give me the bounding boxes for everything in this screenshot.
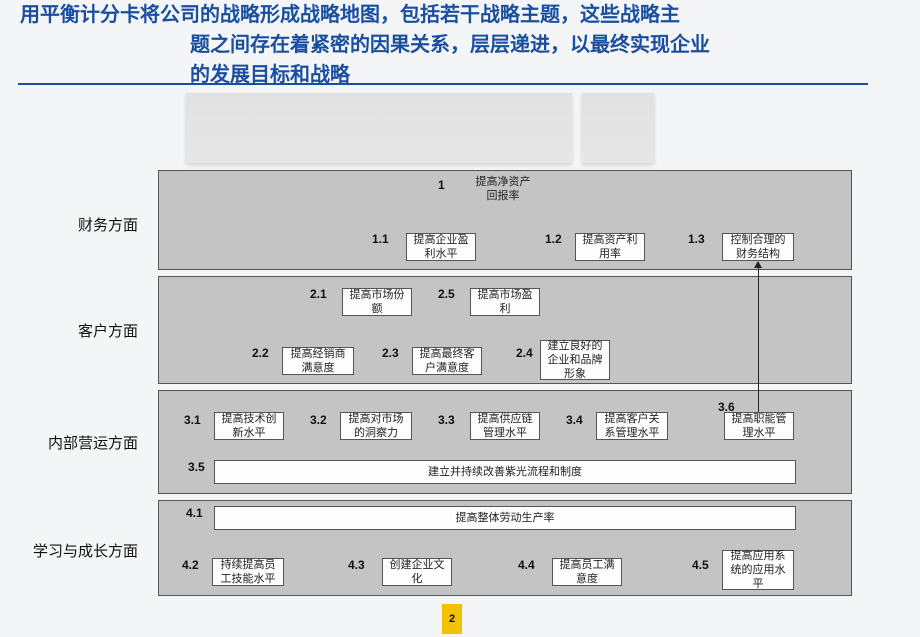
strategy-node: 持续提高员工技能水平 [212,558,284,586]
node-number: 2.3 [382,346,399,360]
strategy-node: 提高应用系统的应用水平 [722,550,794,590]
perspective-label: 内部营运方面 [8,432,138,453]
node-number: 4.5 [692,558,709,572]
strategy-node: 提高资产利用率 [575,233,645,261]
node-number: 3.5 [188,460,205,474]
node-number: 3.3 [438,413,455,427]
strategy-node: 提高市场份额 [342,288,412,316]
strategy-node: 提高整体劳动生产率 [214,506,796,530]
node-number: 3.1 [184,413,201,427]
node-number: 2.1 [310,287,327,301]
strategy-node: 提高客户关系管理水平 [596,412,668,440]
node-number: 3.4 [566,413,583,427]
title-line3: 的发展目标和战略 [20,60,850,90]
node-number: 2.2 [252,346,269,360]
page-number: 2 [442,604,462,634]
node-number: 2.5 [438,287,455,301]
strategy-node: 建立并持续改善紫光流程和制度 [214,460,796,484]
strategy-node: 提高对市场的洞察力 [340,412,412,440]
node-number: 1.2 [545,232,562,246]
node-number: 1.3 [688,232,705,246]
title-line2: 题之间存在着紧密的因果关系，层层递进，以最终实现企业 [20,30,850,60]
node-number: 4.2 [182,558,199,572]
strategy-node: 提高净资产回报率 [470,175,536,203]
strategy-node: 提高员工满意度 [552,558,622,586]
strategy-node: 提高供应链管理水平 [470,412,540,440]
causal-arrow-line [758,262,759,412]
strategy-node: 创建企业文化 [382,558,452,586]
node-number: 1 [438,178,445,192]
perspective-label: 学习与成长方面 [8,540,138,561]
node-number: 4.4 [518,558,535,572]
strategy-node: 提高最终客户满意度 [412,347,482,375]
node-number: 4.3 [348,558,365,572]
perspective-label: 财务方面 [8,214,138,235]
strategy-node: 控制合理的财务结构 [722,233,794,261]
ghost-block [186,93,572,163]
title-underline [18,83,868,85]
title-line1: 用平衡计分卡将公司的战略形成战略地图，包括若干战略主题，这些战略主 [20,4,680,26]
node-number: 3.2 [310,413,327,427]
ghost-block [582,93,654,163]
strategy-node: 建立良好的企业和品牌形象 [540,340,610,380]
strategy-node: 提高经销商满意度 [282,347,354,375]
node-number: 1.1 [372,232,389,246]
node-number: 2.4 [516,346,533,360]
node-number: 4.1 [186,506,203,520]
strategy-node: 提高职能管理水平 [724,412,794,440]
strategy-node: 提高市场盈利 [470,288,540,316]
strategy-node: 提高技术创新水平 [214,412,284,440]
perspective-label: 客户方面 [8,320,138,341]
causal-arrow-head [754,261,762,268]
strategy-node: 提高企业盈利水平 [406,233,476,261]
page-title: 用平衡计分卡将公司的战略形成战略地图，包括若干战略主题，这些战略主 题之间存在着… [20,0,850,90]
